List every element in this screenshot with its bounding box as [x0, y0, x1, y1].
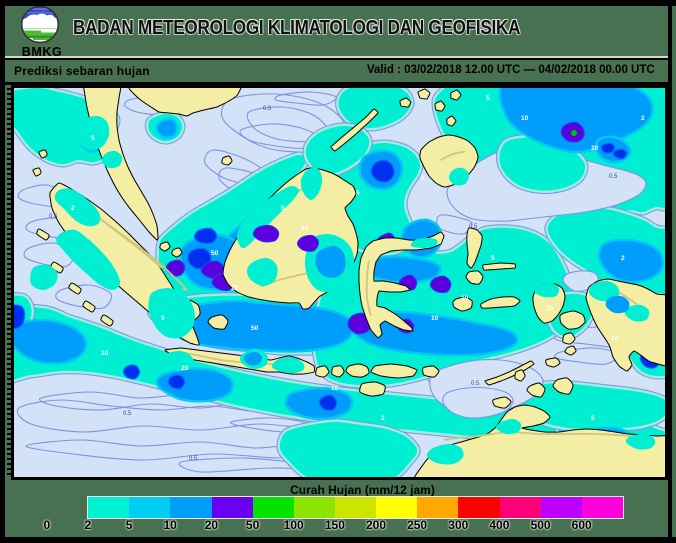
svg-text:20: 20 [546, 305, 554, 312]
svg-text:10: 10 [431, 315, 439, 322]
svg-text:5: 5 [161, 315, 165, 322]
svg-text:2: 2 [621, 255, 625, 262]
svg-text:20: 20 [591, 145, 599, 152]
svg-text:0.5: 0.5 [609, 174, 618, 180]
svg-text:2: 2 [71, 205, 75, 212]
svg-text:20: 20 [231, 285, 239, 292]
svg-text:2: 2 [381, 415, 385, 422]
svg-text:10: 10 [101, 350, 109, 357]
svg-text:50: 50 [251, 325, 259, 332]
svg-text:0.5: 0.5 [49, 214, 58, 220]
svg-text:50: 50 [211, 250, 219, 257]
svg-text:0.5: 0.5 [123, 411, 132, 417]
svg-text:5: 5 [356, 190, 360, 197]
svg-text:0.5: 0.5 [189, 456, 198, 462]
svg-text:0.5: 0.5 [471, 381, 480, 387]
svg-text:10: 10 [331, 385, 339, 392]
svg-text:10: 10 [611, 335, 619, 342]
svg-text:5: 5 [281, 205, 285, 212]
svg-text:2: 2 [641, 115, 645, 122]
svg-text:10: 10 [521, 115, 529, 122]
svg-text:5: 5 [491, 255, 495, 262]
svg-text:5: 5 [486, 95, 490, 102]
svg-text:10: 10 [301, 225, 309, 232]
svg-text:5: 5 [591, 415, 595, 422]
svg-text:0.5: 0.5 [469, 224, 478, 230]
svg-text:0.5: 0.5 [263, 106, 272, 112]
svg-text:10: 10 [461, 295, 469, 302]
svg-text:5: 5 [91, 135, 95, 142]
svg-text:2: 2 [421, 175, 425, 182]
svg-text:20: 20 [181, 365, 189, 372]
